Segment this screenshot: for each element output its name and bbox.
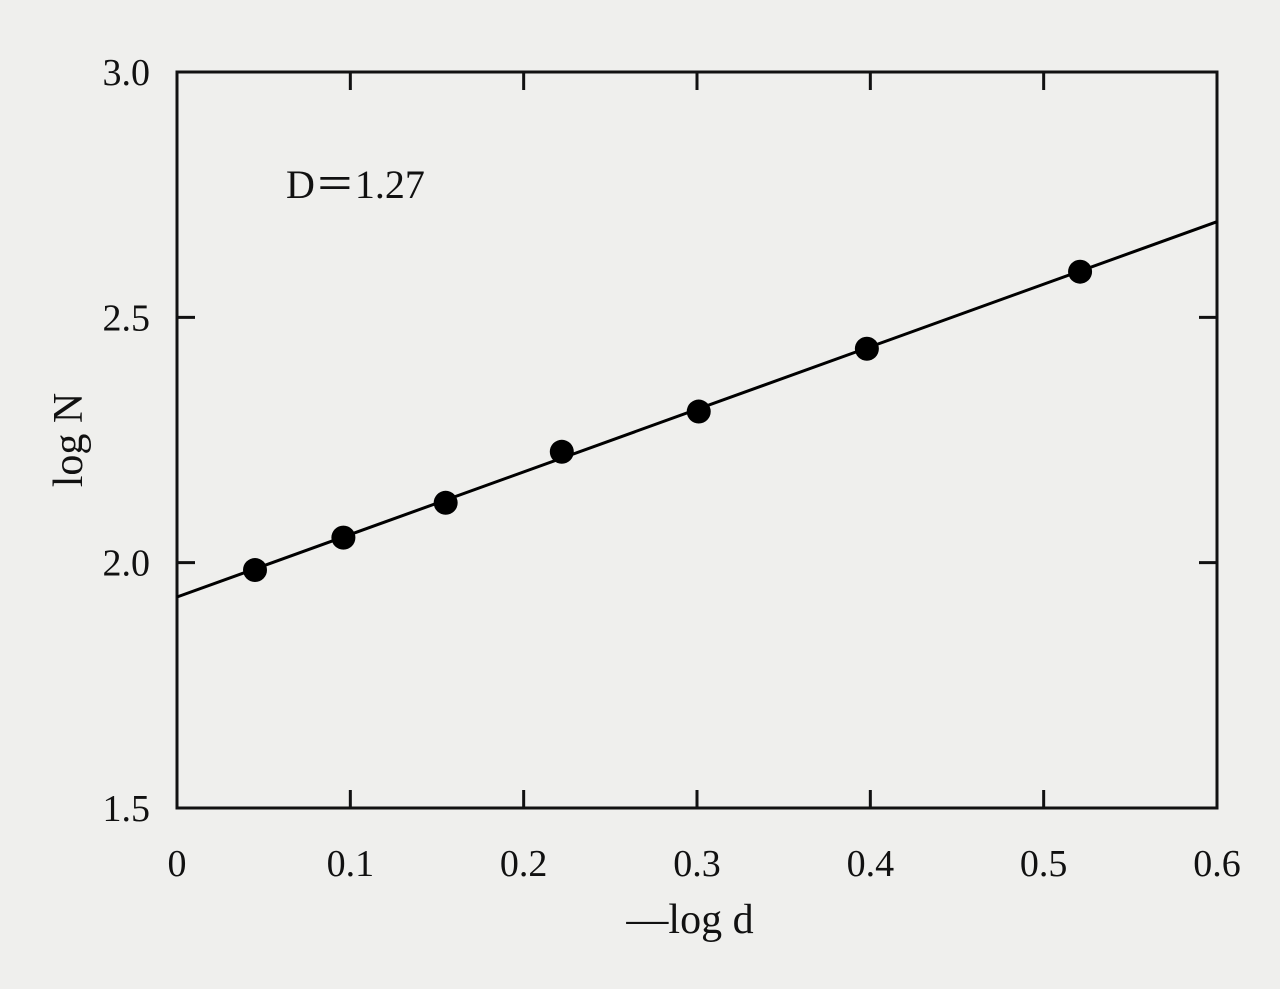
- x-tick-label: 0.1: [327, 843, 375, 885]
- x-tick-label: 0.4: [847, 843, 895, 885]
- data-point: [243, 558, 267, 583]
- x-tick-label: 0.3: [673, 843, 721, 885]
- y-tick-label: 2.5: [103, 297, 151, 339]
- x-tick-label: 0.6: [1193, 843, 1241, 885]
- y-axis-title: log N: [46, 393, 92, 488]
- data-point: [433, 490, 458, 515]
- y-tick-label: 3.0: [103, 52, 151, 94]
- y-tick-labels: 1.5 2.0 2.5 3.0: [103, 52, 151, 830]
- x-axis-title: —log d: [625, 897, 753, 943]
- x-tick-label: 0.5: [1020, 843, 1068, 885]
- x-tick-label: 0.2: [500, 843, 548, 885]
- x-tick-labels: 0 0.1 0.2 0.3 0.4 0.5 0.6: [168, 843, 1241, 885]
- data-point: [854, 336, 879, 361]
- data-point: [1068, 259, 1093, 284]
- x-tick-label: 0: [168, 843, 187, 885]
- data-point: [549, 439, 574, 464]
- annotation-text: D＝1.27: [286, 162, 425, 207]
- data-point: [331, 525, 356, 550]
- data-points: [243, 259, 1093, 583]
- axis-ticks: [175, 70, 1219, 810]
- data-point: [686, 399, 711, 424]
- y-tick-label: 1.5: [103, 788, 151, 830]
- y-tick-label: 2.0: [103, 543, 151, 585]
